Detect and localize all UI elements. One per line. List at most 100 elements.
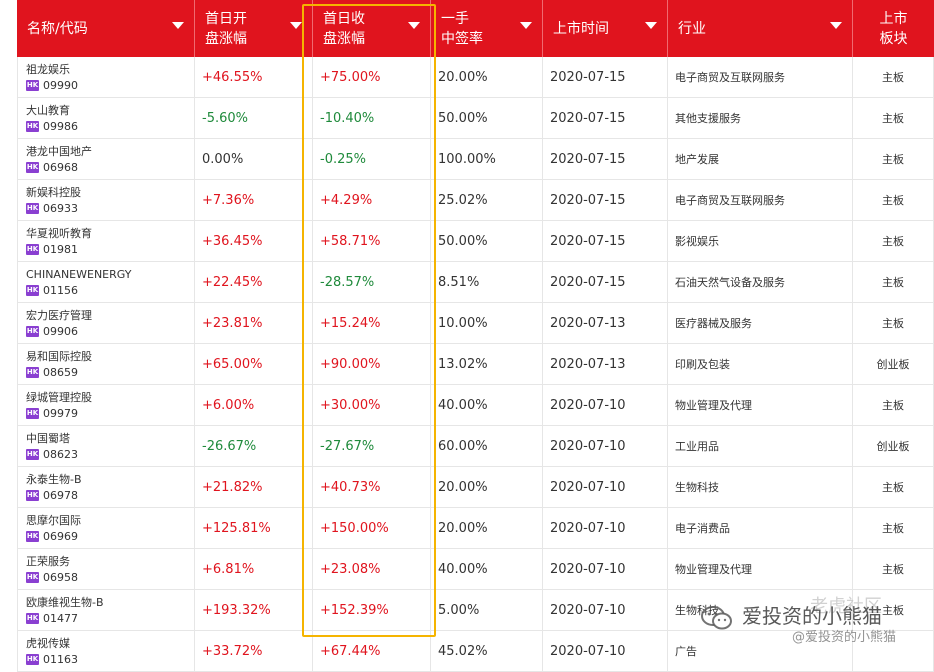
table-row[interactable]: 港龙中国地产 HK 06968 0.00% -0.25% 100.00% 2020-07-1… xyxy=(17,139,934,180)
close-change-cell: +67.44% xyxy=(313,631,431,671)
stock-name[interactable]: 正荣服务 xyxy=(26,554,70,568)
stock-name[interactable]: 中国蜀塔 xyxy=(26,431,70,445)
hk-market-badge: HK xyxy=(26,489,39,501)
stock-code: 09979 xyxy=(43,406,78,420)
table-row[interactable]: CHINANEWENERGY HK 01156 +22.45% -28.57% 8.51%… xyxy=(17,262,934,303)
sort-arrow-icon[interactable] xyxy=(645,22,657,29)
table-row[interactable]: 华夏视听教育 HK 01981 +36.45% +58.71% 50.00% 2020-07… xyxy=(17,221,934,262)
lot-rate-value: 50.00% xyxy=(438,233,488,249)
header-lot-rate[interactable]: 一手 中签率 xyxy=(431,0,543,57)
name-code-cell[interactable]: 大山教育 HK 09986 xyxy=(17,98,195,138)
header-industry[interactable]: 行业 xyxy=(668,0,853,57)
lot-rate-value: 20.00% xyxy=(438,69,488,85)
stock-name[interactable]: 思摩尔国际 xyxy=(26,513,81,527)
stock-name[interactable]: 绿城管理控股 xyxy=(26,390,92,404)
listing-date-value: 2020-07-15 xyxy=(550,192,626,208)
code-line: HK 06969 xyxy=(26,529,78,544)
close-change-value: -27.67% xyxy=(320,438,375,454)
stock-name[interactable]: 宏力医疗管理 xyxy=(26,308,92,322)
stock-name[interactable]: 港龙中国地产 xyxy=(26,144,92,158)
table-row[interactable]: 思摩尔国际 HK 06969 +125.81% +150.00% 20.00% 2020-0… xyxy=(17,508,934,549)
stock-name[interactable]: CHINANEWENERGY xyxy=(26,267,132,281)
sort-arrow-icon[interactable] xyxy=(290,22,302,29)
board-value: 主板 xyxy=(882,276,904,289)
header-listing-date[interactable]: 上市时间 xyxy=(543,0,668,57)
header-board[interactable]: 上市 板块 xyxy=(853,0,934,57)
listing-date-cell: 2020-07-10 xyxy=(543,385,668,425)
sort-arrow-icon[interactable] xyxy=(830,22,842,29)
name-code-cell[interactable]: 绿城管理控股 HK 09979 xyxy=(17,385,195,425)
name-code-cell[interactable]: 华夏视听教育 HK 01981 xyxy=(17,221,195,261)
listing-date-cell: 2020-07-15 xyxy=(543,262,668,302)
table-row[interactable]: 正荣服务 HK 06958 +6.81% +23.08% 40.00% 2020-07-10… xyxy=(17,549,934,590)
name-code-cell[interactable]: 祖龙娱乐 HK 09990 xyxy=(17,57,195,97)
board-value: 主板 xyxy=(882,235,904,248)
close-change-cell: -10.40% xyxy=(313,98,431,138)
header-name-code[interactable]: 名称/代码 xyxy=(17,0,195,57)
listing-date-value: 2020-07-10 xyxy=(550,438,626,454)
ipo-table: 名称/代码 首日开 盘涨幅 首日收 盘涨幅 一手 中签率 上市时间 行业 上市 板块 祖龙娱… xyxy=(17,0,934,672)
header-label: 一手 中签率 xyxy=(441,10,483,47)
lot-rate-value: 60.00% xyxy=(438,438,488,454)
hk-market-badge: HK xyxy=(26,202,39,214)
hk-market-badge: HK xyxy=(26,284,39,296)
stock-name[interactable]: 欧康维视生物-B xyxy=(26,595,104,609)
stock-name[interactable]: 新娱科控股 xyxy=(26,185,81,199)
table-row[interactable]: 宏力医疗管理 HK 09906 +23.81% +15.24% 10.00% 2020-07… xyxy=(17,303,934,344)
name-code-cell[interactable]: 思摩尔国际 HK 06969 xyxy=(17,508,195,548)
table-row[interactable]: 永泰生物-B HK 06978 +21.82% +40.73% 20.00% 2020-07… xyxy=(17,467,934,508)
stock-name[interactable]: 华夏视听教育 xyxy=(26,226,92,240)
code-line: HK 01156 xyxy=(26,283,78,298)
close-change-cell: +23.08% xyxy=(313,549,431,589)
hk-market-badge: HK xyxy=(26,79,39,91)
industry-cell: 石油天然气设备及服务 xyxy=(668,262,853,302)
header-close-change[interactable]: 首日收 盘涨幅 xyxy=(313,0,431,57)
listing-date-cell: 2020-07-10 xyxy=(543,590,668,630)
stock-name[interactable]: 祖龙娱乐 xyxy=(26,62,70,76)
close-change-value: +23.08% xyxy=(320,561,381,577)
stock-code: 06969 xyxy=(43,529,78,543)
hk-market-badge: HK xyxy=(26,407,39,419)
industry-cell: 影视娱乐 xyxy=(668,221,853,261)
name-code-cell[interactable]: 宏力医疗管理 HK 09906 xyxy=(17,303,195,343)
open-change-cell: +36.45% xyxy=(195,221,313,261)
name-code-cell[interactable]: 欧康维视生物-B HK 01477 xyxy=(17,590,195,630)
name-code-cell[interactable]: 正荣服务 HK 06958 xyxy=(17,549,195,589)
table-row[interactable]: 祖龙娱乐 HK 09990 +46.55% +75.00% 20.00% 2020-07-1… xyxy=(17,57,934,98)
name-code-cell[interactable]: 中国蜀塔 HK 08623 xyxy=(17,426,195,466)
watermark-name: 爱投资的小熊猫 xyxy=(742,604,882,628)
stock-name[interactable]: 大山教育 xyxy=(26,103,70,117)
industry-cell: 广告 xyxy=(668,631,853,671)
name-code-cell[interactable]: 新娱科控股 HK 06933 xyxy=(17,180,195,220)
sort-arrow-icon[interactable] xyxy=(520,22,532,29)
table-row[interactable]: 新娱科控股 HK 06933 +7.36% +4.29% 25.02% 2020-07-15… xyxy=(17,180,934,221)
table-row[interactable]: 欧康维视生物-B HK 01477 +193.32% +152.39% 5.00% 2020… xyxy=(17,590,934,631)
name-code-cell[interactable]: 永泰生物-B HK 06978 xyxy=(17,467,195,507)
open-change-value: +65.00% xyxy=(202,356,263,372)
name-code-cell[interactable]: 易和国际控股 HK 08659 xyxy=(17,344,195,384)
stock-name[interactable]: 虎视传媒 xyxy=(26,636,70,650)
close-change-value: +75.00% xyxy=(320,69,381,85)
listing-date-value: 2020-07-13 xyxy=(550,356,626,372)
sort-arrow-icon[interactable] xyxy=(408,22,420,29)
header-open-change[interactable]: 首日开 盘涨幅 xyxy=(195,0,313,57)
name-code-cell[interactable]: 虎视传媒 HK 01163 xyxy=(17,631,195,671)
board-cell: 创业板 xyxy=(853,426,934,466)
close-change-cell: +58.71% xyxy=(313,221,431,261)
name-code-cell[interactable]: CHINANEWENERGY HK 01156 xyxy=(17,262,195,302)
lot-rate-cell: 40.00% xyxy=(431,549,543,589)
listing-date-cell: 2020-07-10 xyxy=(543,426,668,466)
board-value: 主板 xyxy=(882,399,904,412)
table-row[interactable]: 易和国际控股 HK 08659 +65.00% +90.00% 13.02% 2020-07… xyxy=(17,344,934,385)
sort-arrow-icon[interactable] xyxy=(172,22,184,29)
lot-rate-cell: 8.51% xyxy=(431,262,543,302)
stock-name[interactable]: 永泰生物-B xyxy=(26,472,82,486)
table-row[interactable]: 绿城管理控股 HK 09979 +6.00% +30.00% 40.00% 2020-07-… xyxy=(17,385,934,426)
name-code-cell[interactable]: 港龙中国地产 HK 06968 xyxy=(17,139,195,179)
stock-name[interactable]: 易和国际控股 xyxy=(26,349,92,363)
hk-market-badge: HK xyxy=(26,612,39,624)
table-row[interactable]: 中国蜀塔 HK 08623 -26.67% -27.67% 60.00% 2020-07-1… xyxy=(17,426,934,467)
hk-market-badge: HK xyxy=(26,448,39,460)
table-row[interactable]: 大山教育 HK 09986 -5.60% -10.40% 50.00% 2020-07-15… xyxy=(17,98,934,139)
industry-value: 工业用品 xyxy=(675,440,719,453)
